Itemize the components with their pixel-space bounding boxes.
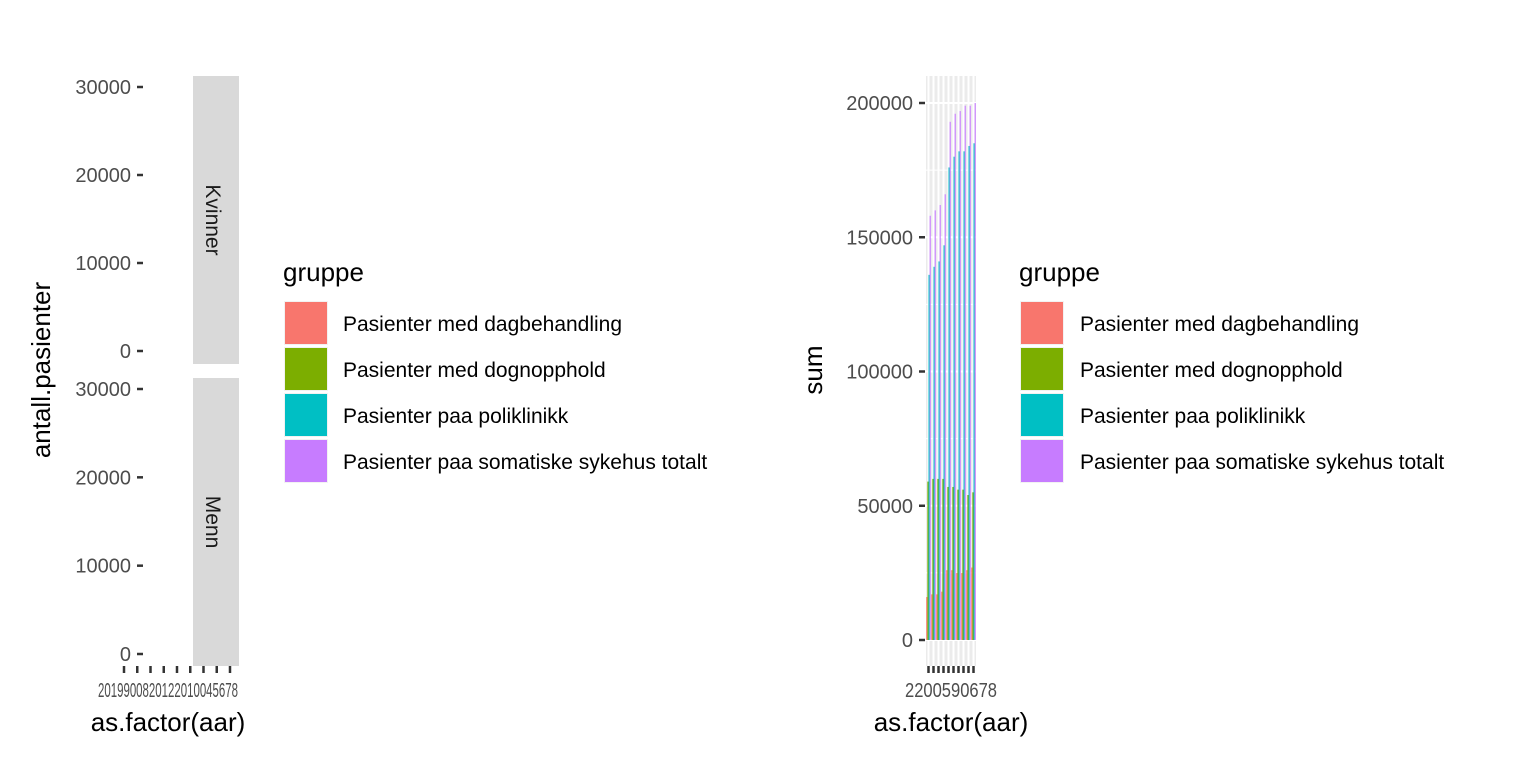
bar — [973, 143, 975, 640]
legend-label: Pasienter med dagbehandling — [343, 313, 622, 336]
legend-key — [285, 440, 327, 482]
y-tick-label: 100000 — [846, 362, 913, 384]
bar — [962, 489, 964, 640]
right-legend: gruppe Pasienter med dagbehandling Pasient… — [1019, 257, 1444, 483]
bar — [929, 215, 931, 640]
bar — [963, 151, 965, 640]
y-tick-label: 20000 — [75, 165, 131, 187]
bar — [932, 478, 934, 640]
legend-title: gruppe — [283, 257, 364, 287]
bar — [948, 167, 950, 640]
bar — [941, 591, 943, 640]
bar — [931, 594, 933, 640]
y-tick-label: 200000 — [846, 93, 913, 115]
left-x-axis-title: as.factor(aar) — [91, 707, 246, 737]
bar — [951, 570, 953, 640]
left-chart: Kvinner Menn 0 10000 20000 30000 0 10000 20000 3… — [26, 76, 707, 737]
bar — [964, 105, 966, 640]
left-y-axis: 0 10000 20000 30000 0 10000 20000 30000 — [75, 77, 143, 666]
x-tick-labels: 2200590678 — [905, 680, 997, 702]
bar — [949, 121, 951, 641]
bar — [926, 597, 928, 640]
y-tick-label: 50000 — [857, 496, 913, 518]
bar — [942, 478, 944, 640]
bar — [944, 194, 946, 641]
bar — [957, 489, 959, 640]
legend-title: gruppe — [1019, 257, 1100, 287]
bar — [968, 145, 970, 640]
legend-key — [1021, 440, 1063, 482]
bar — [952, 486, 954, 640]
y-tick-label: 150000 — [846, 227, 913, 249]
legend-key — [1021, 394, 1063, 436]
bar — [936, 594, 938, 640]
right-x-axis: 2200590678 — [905, 666, 997, 702]
bar — [958, 151, 960, 640]
y-tick-label: 0 — [120, 644, 131, 666]
legend-label: Pasienter paa poliklinikk — [1080, 405, 1306, 428]
bar — [954, 113, 956, 641]
bar — [953, 156, 955, 640]
left-panels — [146, 76, 193, 666]
y-tick-label: 10000 — [75, 556, 131, 578]
bar — [928, 274, 930, 640]
legend-key — [285, 302, 327, 344]
legend-label: Pasienter med dagbehandling — [1080, 313, 1359, 336]
left-legend: gruppe Pasienter med dagbehandling Pasient… — [283, 257, 707, 483]
right-bars — [926, 103, 976, 641]
bar — [961, 572, 963, 640]
facet-panel — [146, 378, 193, 666]
legend-label: Pasienter paa somatiske sykehus totalt — [1080, 451, 1444, 474]
bar — [937, 478, 939, 640]
legend-label: Pasienter med dognopphold — [343, 359, 606, 382]
legend-label: Pasienter paa somatiske sykehus totalt — [343, 451, 707, 474]
legend-key — [1021, 302, 1063, 344]
left-strips: Kvinner Menn — [193, 76, 239, 666]
y-tick-label: 0 — [120, 341, 131, 363]
y-tick-label: 30000 — [75, 77, 131, 99]
y-tick-label: 20000 — [75, 467, 131, 489]
left-y-axis-title: antall.pasienter — [26, 281, 56, 458]
right-x-axis-title: as.factor(aar) — [874, 707, 1029, 737]
legend-label: Pasienter med dognopphold — [1080, 359, 1343, 382]
legend-key — [285, 348, 327, 390]
facet-strip-label: Kvinner — [201, 184, 224, 255]
left-x-axis: 2019900820122010045678 — [98, 666, 238, 702]
bar — [966, 570, 968, 640]
bar — [959, 111, 961, 641]
bar — [939, 205, 941, 640]
bar — [974, 103, 976, 640]
facet-strip — [193, 378, 239, 666]
right-y-axis: 0 50000 100000 150000 200000 — [846, 93, 925, 652]
legend-key — [1021, 348, 1063, 390]
bar — [943, 245, 945, 640]
bar — [967, 495, 969, 640]
bar — [956, 572, 958, 640]
facet-panel — [146, 76, 193, 364]
facet-strip-label: Menn — [201, 496, 224, 549]
bar — [946, 570, 948, 640]
bar — [971, 567, 973, 640]
y-tick-label: 0 — [902, 630, 913, 652]
right-y-axis-title: sum — [798, 345, 828, 394]
x-tick-labels: 2019900820122010045678 — [98, 680, 238, 702]
bar — [969, 105, 971, 640]
bar — [934, 210, 936, 640]
bar — [933, 266, 935, 640]
bar — [972, 492, 974, 640]
legend-label: Pasienter paa poliklinikk — [343, 405, 569, 428]
legend-key — [285, 394, 327, 436]
y-tick-label: 10000 — [75, 253, 131, 275]
facet-strip — [193, 76, 239, 364]
bar — [947, 486, 949, 640]
y-tick-label: 30000 — [75, 379, 131, 401]
bar — [938, 261, 940, 640]
bar — [927, 481, 929, 640]
